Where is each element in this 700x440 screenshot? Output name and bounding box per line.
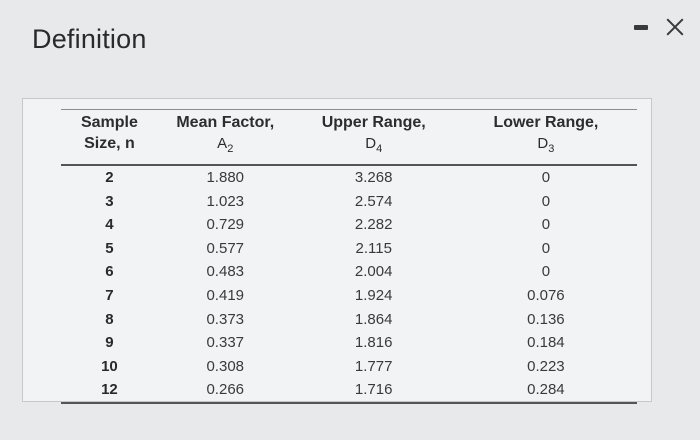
window-controls [634, 16, 686, 38]
table-row: 3 1.023 2.574 0 [61, 190, 637, 214]
header-lower-range-symbol: D3 [537, 135, 555, 155]
cell-sample-size: 12 [101, 381, 118, 399]
close-icon[interactable] [664, 16, 686, 38]
cell-sample-size: 5 [105, 239, 114, 257]
definition-panel: Sample Size, n Mean Factor, A2 Upper Ran… [22, 98, 652, 404]
header-mean-factor: Mean Factor, A2 [158, 110, 293, 166]
cell-mean-factor: 0.729 [206, 216, 245, 234]
cell-mean-factor: 0.308 [206, 357, 245, 375]
header-mean-factor-symbol: A2 [217, 135, 234, 155]
cell-mean-factor: 0.266 [206, 381, 245, 399]
cell-lower-range: 0 [541, 263, 551, 281]
table-row: 2 1.880 3.268 0 [61, 165, 637, 190]
cell-lower-range: 0.136 [527, 310, 565, 328]
cell-mean-factor: 1.023 [206, 192, 245, 210]
table-row: 10 0.308 1.777 0.223 [61, 355, 637, 379]
table-row: 12 0.266 1.716 0.284 [61, 378, 637, 403]
cell-mean-factor: 0.577 [206, 239, 245, 257]
table-row: 7 0.419 1.924 0.076 [61, 284, 637, 308]
cell-sample-size: 6 [105, 263, 114, 281]
cell-lower-range: 0 [541, 192, 551, 210]
table-row: 8 0.373 1.864 0.136 [61, 308, 637, 332]
cell-upper-range: 1.864 [354, 310, 393, 328]
control-chart-factors-table: Sample Size, n Mean Factor, A2 Upper Ran… [61, 109, 637, 404]
header-upper-range-symbol: D4 [365, 135, 383, 155]
cell-sample-size: 8 [105, 310, 114, 328]
header-sample-size: Sample Size, n [61, 110, 158, 166]
cell-upper-range: 1.777 [354, 357, 393, 375]
cell-lower-range: 0 [541, 239, 551, 257]
table-row: 9 0.337 1.816 0.184 [61, 331, 637, 355]
cell-mean-factor: 0.483 [206, 263, 245, 281]
cell-mean-factor: 1.880 [206, 169, 245, 186]
cell-lower-range: 0.076 [527, 286, 565, 304]
cell-upper-range: 2.004 [354, 263, 393, 281]
cell-mean-factor: 0.419 [206, 286, 245, 304]
header-sample-size-line2: Size, n [84, 135, 135, 152]
cell-sample-size: 7 [105, 286, 114, 304]
cell-upper-range: 1.716 [354, 381, 393, 399]
cell-upper-range: 2.115 [355, 239, 392, 257]
header-lower-range-label: Lower Range, [493, 114, 599, 131]
cell-lower-range: 0.184 [527, 334, 565, 352]
cell-upper-range: 2.574 [354, 192, 393, 210]
cell-upper-range: 2.282 [354, 216, 393, 234]
header-mean-factor-label: Mean Factor, [176, 114, 275, 131]
cell-sample-size: 2 [105, 169, 114, 186]
header-sample-size-line1: Sample [80, 114, 138, 131]
header-lower-range: Lower Range, D3 [455, 110, 637, 166]
table-row: 5 0.577 2.115 0 [61, 237, 637, 261]
cell-sample-size: 3 [105, 192, 114, 210]
cell-upper-range: 1.816 [354, 334, 393, 352]
cell-upper-range: 3.268 [354, 169, 393, 186]
cell-sample-size: 9 [105, 334, 114, 352]
cell-lower-range: 0.284 [527, 381, 565, 399]
table-row: 6 0.483 2.004 0 [61, 260, 637, 284]
minimize-icon[interactable] [634, 24, 648, 30]
cell-sample-size: 10 [101, 357, 118, 375]
header-upper-range: Upper Range, D4 [293, 110, 455, 166]
cell-mean-factor: 0.337 [206, 334, 245, 352]
cell-upper-range: 1.924 [354, 286, 393, 304]
cell-lower-range: 0.223 [527, 357, 565, 375]
cell-lower-range: 0 [541, 169, 551, 186]
table-header-row: Sample Size, n Mean Factor, A2 Upper Ran… [61, 109, 637, 166]
table-row: 4 0.729 2.282 0 [61, 213, 637, 237]
cell-lower-range: 0 [541, 216, 551, 234]
dialog-title: Definition [32, 24, 147, 54]
cell-sample-size: 4 [105, 216, 114, 234]
header-upper-range-label: Upper Range, [321, 114, 426, 131]
cell-mean-factor: 0.373 [206, 310, 245, 328]
